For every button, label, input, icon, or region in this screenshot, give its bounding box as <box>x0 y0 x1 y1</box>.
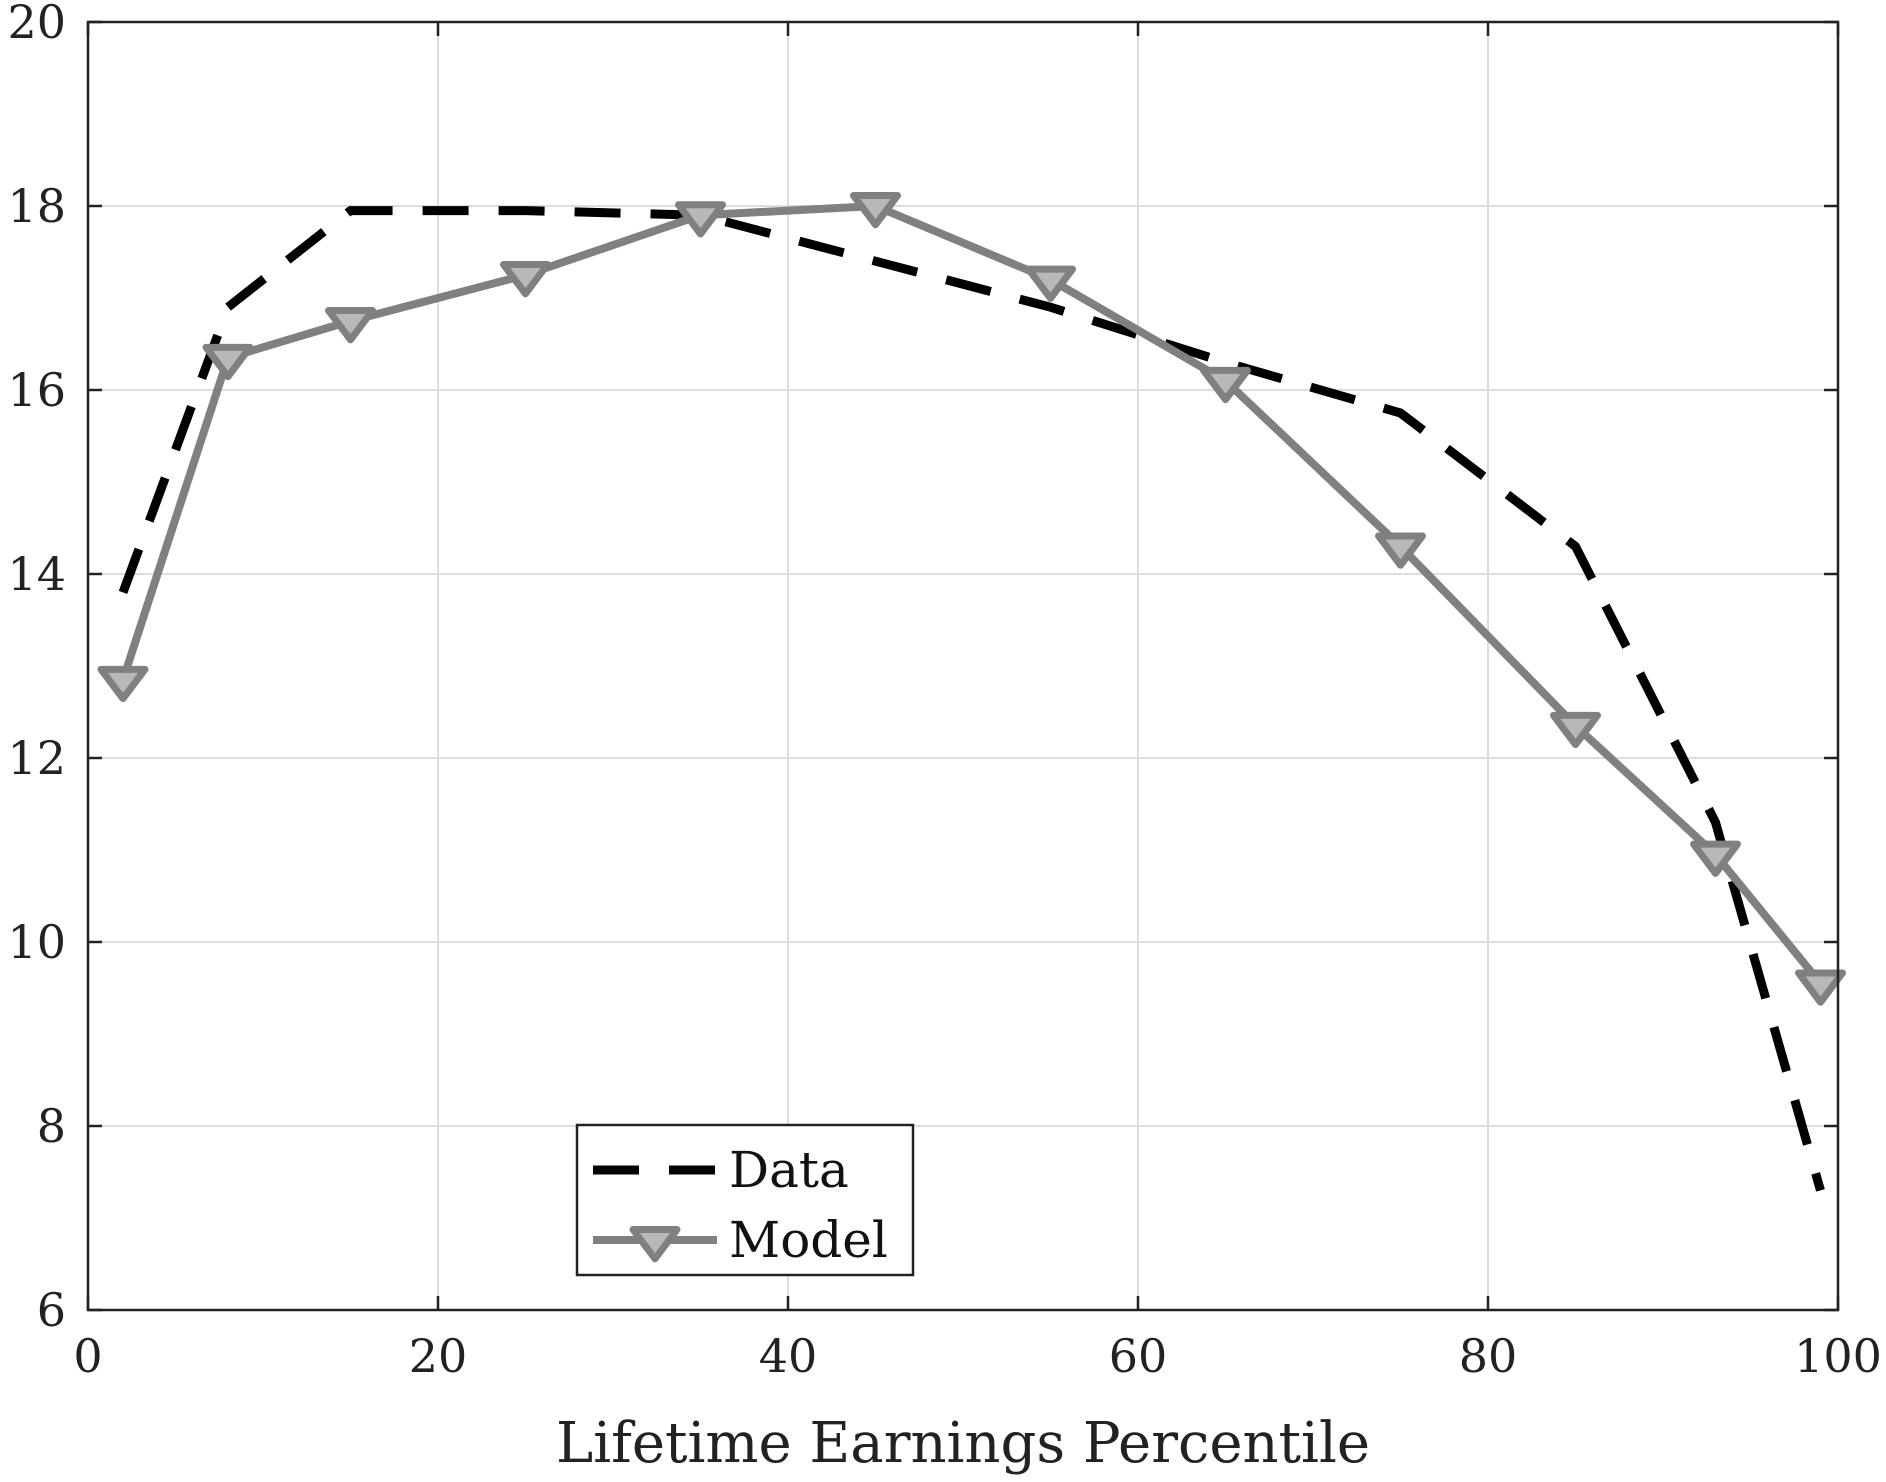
series-data <box>118 206 1825 1192</box>
x-tick-label: 60 <box>1109 1329 1168 1383</box>
model-marker <box>1795 969 1846 1006</box>
y-tick-label: 16 <box>7 363 66 417</box>
model-line <box>119 202 1824 986</box>
legend-label-model: Model <box>729 1211 888 1269</box>
x-tick-label: 80 <box>1459 1329 1518 1383</box>
grid-lines <box>88 22 1838 1310</box>
model-marker <box>1690 840 1741 877</box>
x-tick-label: 20 <box>409 1329 468 1383</box>
model-marker <box>1550 711 1601 749</box>
y-tick-label: 14 <box>7 547 66 601</box>
model-marker <box>500 261 551 298</box>
plot-area-frame <box>86 20 1840 1312</box>
model-marker <box>97 665 149 703</box>
y-tick-label: 20 <box>7 0 66 49</box>
y-tick-label: 10 <box>7 915 66 969</box>
y-tick-label: 12 <box>7 731 66 785</box>
tick-labels: 0 20 40 60 80 100 6 8 10 12 14 16 18 20 <box>7 0 1881 1383</box>
x-tick-label: 40 <box>759 1329 818 1383</box>
model-marker <box>1375 532 1426 569</box>
model-marker <box>325 307 376 344</box>
legend: Data Model <box>575 1123 915 1277</box>
y-tick-label: 8 <box>37 1099 66 1153</box>
model-marker <box>202 343 254 381</box>
model-marker <box>675 201 726 238</box>
x-tick-label: 0 <box>73 1329 102 1383</box>
model-marker <box>850 192 901 229</box>
series-model <box>97 192 1846 1006</box>
legend-label-data: Data <box>729 1141 849 1199</box>
x-axis-label: Lifetime Earnings Percentile <box>556 1411 1370 1476</box>
y-tick-label: 18 <box>7 179 66 233</box>
model-marker <box>1025 265 1076 302</box>
x-tick-label: 100 <box>1794 1329 1882 1383</box>
series-layer <box>97 192 1846 1192</box>
legend-marker-model <box>629 1226 681 1263</box>
model-marker <box>1200 366 1251 404</box>
axis-ticks <box>86 20 1840 1312</box>
y-tick-label: 6 <box>37 1283 66 1337</box>
legend-box <box>575 1123 915 1277</box>
data-line <box>118 206 1825 1192</box>
